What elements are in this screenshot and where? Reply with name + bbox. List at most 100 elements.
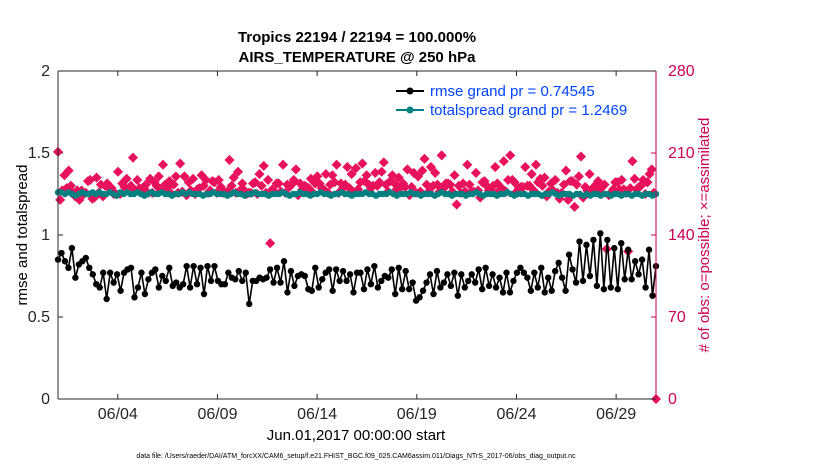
obs-marker [226, 180, 237, 191]
rmse-point [364, 266, 371, 273]
rmse-point [548, 287, 555, 294]
legend-spread-label: totalspread grand pr = 1.2469 [430, 102, 627, 119]
rmse-point [152, 266, 159, 273]
obs-marker [175, 158, 186, 169]
rmse-point [263, 274, 270, 281]
rmse-point [621, 276, 628, 283]
obs-marker [616, 174, 627, 185]
rmse-point [99, 269, 107, 276]
rmse-point [492, 284, 500, 291]
obs-marker [629, 173, 640, 184]
rmse-point [458, 271, 465, 278]
rmse-point [392, 290, 399, 298]
obs-marker [635, 180, 647, 191]
rmse-point [58, 249, 65, 257]
obs-marker [254, 169, 265, 180]
rmse-point [485, 282, 493, 290]
right-tick-label: 70 [668, 309, 686, 326]
obs-marker [550, 174, 561, 185]
rmse-point [437, 284, 444, 291]
rmse-point [645, 246, 653, 253]
obs-marker [646, 164, 657, 175]
y-axis-right-label: # of obs: o=possible; ×=assimilated [696, 118, 713, 353]
obs-marker [509, 177, 520, 188]
rmse-point [388, 266, 395, 273]
rmse-point [360, 285, 368, 293]
obs-marker [571, 179, 582, 190]
rmse-point [246, 300, 253, 308]
obs-marker [520, 162, 531, 173]
rmse-point [631, 258, 639, 265]
obs-marker [436, 150, 447, 161]
rmse-point [277, 279, 284, 286]
rmse-point [604, 236, 611, 244]
rmse-point [558, 274, 566, 281]
rmse-point [465, 277, 472, 285]
obs-marker [490, 162, 501, 173]
rmse-point [239, 277, 246, 285]
rmse-point [106, 269, 114, 276]
obs-marker [451, 199, 462, 210]
rmse-point [61, 258, 69, 265]
obs-marker [563, 194, 574, 205]
right-axis-ticks: 0 70 140 210 280 [651, 63, 695, 408]
rmse-point [65, 264, 72, 271]
rmse-point [162, 277, 169, 285]
obs-marker [168, 179, 179, 190]
rmse-point [555, 259, 562, 267]
rmse-point [405, 285, 413, 293]
left-tick-label: 1 [41, 227, 50, 244]
rmse-point [503, 269, 510, 276]
obs-marker [430, 167, 441, 178]
rmse-point [468, 271, 475, 278]
rmse-point [569, 266, 576, 273]
rmse-point [527, 287, 535, 294]
obs-marker [263, 174, 274, 185]
rmse-point [499, 289, 507, 296]
obs-marker [179, 171, 190, 182]
obs-marker [278, 159, 289, 170]
obs-marker [599, 179, 610, 190]
rmse-point [357, 269, 364, 276]
rmse-point [538, 264, 545, 271]
rmse-point [301, 272, 309, 280]
legend-spread-marker [406, 106, 414, 114]
rmse-point [225, 269, 232, 276]
obs-marker [498, 156, 509, 167]
obs-marker [331, 159, 342, 170]
rmse-point [444, 271, 451, 278]
rmse-point [72, 274, 79, 281]
y-axis-left-label: rmse and totalspread [14, 165, 31, 306]
rmse-point [635, 271, 642, 278]
obs-marker [419, 153, 430, 164]
right-tick-label: 280 [668, 63, 695, 80]
obs-marker [187, 173, 199, 184]
obs-marker [584, 169, 595, 180]
obs-marker [224, 154, 235, 166]
rmse-point [624, 246, 632, 253]
obs-marker [593, 176, 604, 187]
obs-marker [91, 172, 102, 183]
rmse-point [190, 262, 197, 270]
rmse-point [273, 264, 281, 271]
legend-box [391, 79, 653, 123]
rmse-point [280, 258, 288, 265]
right-tick-label: 0 [668, 391, 677, 408]
rmse-point [131, 294, 138, 301]
rmse-point [86, 264, 93, 271]
rmse-point [193, 281, 201, 288]
footnote: data file: /Users/raeder/DAI/ATM_forcXX/… [136, 453, 576, 460]
x-tick-label: 06/29 [596, 406, 636, 423]
rmse-point [642, 284, 649, 291]
obs-marker [575, 151, 587, 162]
rmse-point [447, 282, 455, 290]
obs-marker [200, 174, 211, 185]
obs-marker [258, 160, 269, 171]
obs-marker [537, 180, 548, 191]
left-tick-label: 0.5 [28, 309, 50, 326]
rmse-point [395, 264, 402, 271]
rmse-point [68, 244, 76, 252]
right-tick-label: 140 [668, 227, 695, 244]
x-axis-label: Jun.01,2017 00:00:00 start [267, 427, 446, 444]
